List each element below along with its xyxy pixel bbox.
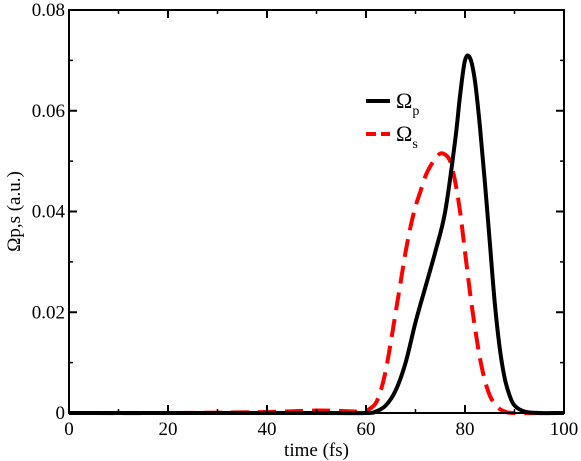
legend-omega-symbol: Ω (396, 88, 412, 113)
legend-omega-symbol: Ω (396, 121, 412, 146)
plot-lines (68, 53, 565, 416)
axis-ticks (68, 9, 565, 414)
legend-label-omega-p: Ωp (396, 88, 419, 119)
x-tick-label: 80 (456, 419, 475, 440)
x-tick-label: 100 (550, 419, 579, 440)
y-tick-label: 0.04 (32, 202, 66, 223)
x-tick-label: 60 (357, 419, 376, 440)
x-tick-label: 40 (258, 419, 277, 440)
y-tick-label: 0.02 (32, 302, 65, 323)
legend-subscript: s (412, 137, 417, 152)
legend-subscript: p (412, 104, 419, 119)
series-line-omega-s (68, 151, 565, 416)
y-axis-label: Ωp,s (a.u.) (4, 171, 25, 252)
tick-labels: 0 20 40 60 80 100 0 0.02 0.04 0.06 0.08 (32, 0, 579, 440)
series-line-omega-p (68, 53, 565, 416)
plot-frame (68, 9, 565, 414)
y-tick-label: 0.06 (32, 101, 65, 122)
y-tick-label: 0.08 (32, 0, 65, 21)
y-tick-label: 0 (56, 403, 66, 424)
legend-label-omega-s: Ωs (396, 121, 418, 152)
x-tick-label: 20 (159, 419, 178, 440)
x-tick-label: 0 (64, 419, 74, 440)
x-axis-label: time (fs) (284, 440, 349, 461)
